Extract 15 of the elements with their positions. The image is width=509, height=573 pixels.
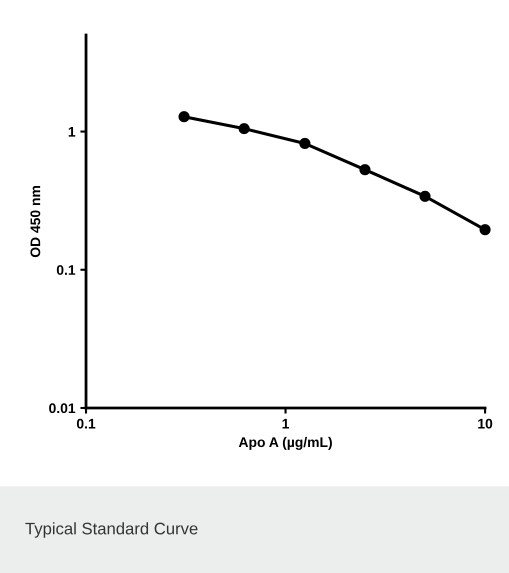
x-axis-title: Apo A (µg/mL) bbox=[238, 436, 332, 450]
point bbox=[480, 224, 491, 236]
point bbox=[299, 138, 310, 150]
y-tick-label: 0.1 bbox=[56, 265, 76, 275]
x-tick-label: 0.1 bbox=[76, 418, 96, 429]
x-tick-label: 1 bbox=[282, 418, 290, 428]
point bbox=[419, 190, 431, 202]
x-tick-label: 10 bbox=[478, 418, 492, 429]
point bbox=[238, 123, 250, 134]
text: Typical Standard Curve bbox=[25, 522, 198, 538]
point bbox=[178, 111, 190, 122]
point bbox=[359, 164, 371, 176]
y-tick-label: 0.01 bbox=[49, 403, 76, 414]
y-tick-label: 1 bbox=[68, 127, 76, 137]
y-axis-title: OD 450 nm bbox=[30, 186, 40, 258]
